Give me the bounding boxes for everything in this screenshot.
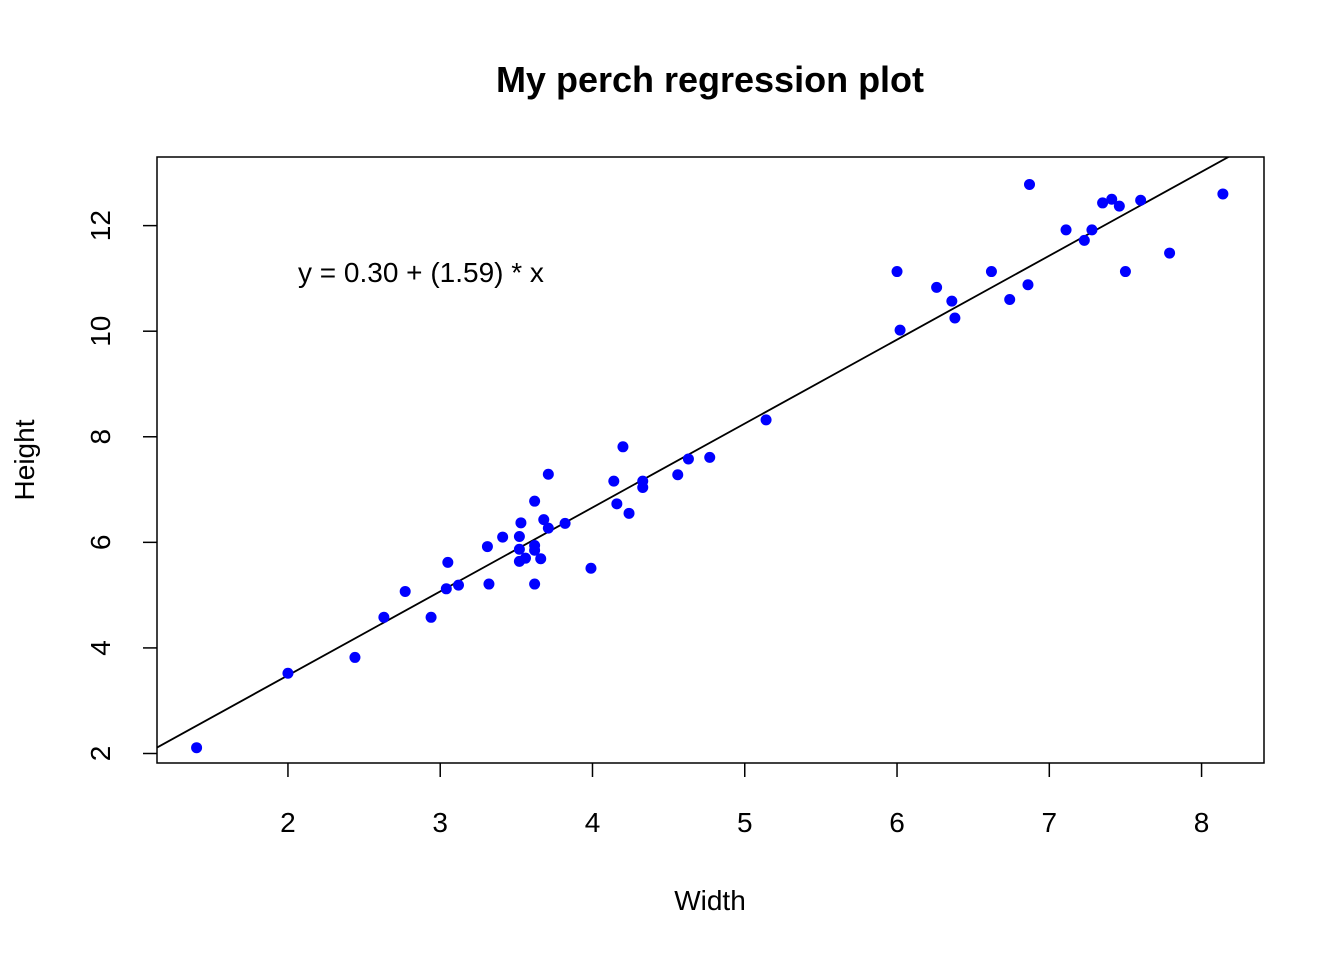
data-point [704, 451, 716, 463]
regression-equation: y = 0.30 + (1.59) * x [298, 257, 544, 288]
data-point [442, 556, 454, 568]
x-axis-label: Width [674, 885, 746, 916]
data-point [1164, 247, 1176, 259]
data-point [1097, 197, 1109, 209]
y-tick-label: 12 [85, 210, 116, 241]
data-point [515, 517, 527, 529]
data-point [481, 541, 493, 553]
data-point [891, 266, 903, 278]
data-point [513, 543, 525, 555]
x-tick-label: 4 [585, 807, 601, 838]
data-point [1217, 188, 1229, 200]
data-point [452, 579, 464, 591]
y-tick-label: 4 [85, 640, 116, 656]
data-point [1004, 294, 1016, 306]
data-point [1119, 266, 1131, 278]
data-point [378, 611, 390, 623]
x-tick-label: 6 [889, 807, 905, 838]
data-point [519, 552, 531, 564]
data-point [1106, 193, 1118, 205]
x-tick-label: 2 [280, 807, 296, 838]
data-point [637, 475, 649, 487]
data-point [191, 742, 203, 754]
data-point [672, 469, 684, 481]
data-point [1135, 194, 1147, 206]
data-point [1022, 279, 1034, 291]
x-tick-label: 5 [737, 807, 753, 838]
data-point [529, 495, 541, 507]
data-point [535, 553, 547, 565]
chart-title: My perch regression plot [496, 59, 924, 100]
y-tick-label: 8 [85, 429, 116, 445]
y-tick-label: 6 [85, 535, 116, 551]
data-point [894, 324, 906, 336]
data-point [946, 295, 958, 307]
data-point [542, 468, 554, 480]
plot-layer: 2 3 4 5 6 7 8 2 4 6 8 10 12 [85, 157, 1231, 838]
data-point [542, 522, 554, 534]
data-point [1024, 178, 1036, 190]
data-point [585, 562, 597, 574]
data-point [608, 475, 620, 487]
x-tick-label: 8 [1194, 807, 1210, 838]
data-point [282, 667, 294, 679]
plot-frame [156, 156, 1265, 764]
data-point [425, 611, 437, 623]
x-tick-label: 7 [1042, 807, 1058, 838]
data-point [931, 281, 943, 293]
data-point [985, 266, 997, 278]
data-point [440, 583, 452, 595]
data-point [1078, 234, 1090, 246]
data-point [529, 540, 541, 552]
data-point [682, 453, 694, 465]
data-point [1086, 224, 1098, 236]
data-point [513, 531, 525, 543]
data-point [617, 441, 629, 453]
data-point [1060, 224, 1072, 236]
data-point [529, 578, 541, 590]
y-axis-label: Height [9, 419, 40, 500]
data-point [559, 517, 571, 529]
data-point [538, 514, 550, 526]
data-point [497, 531, 509, 543]
x-tick-label: 3 [432, 807, 448, 838]
data-point [760, 414, 772, 426]
data-point [1113, 200, 1125, 212]
data-point [483, 578, 495, 590]
data-point [349, 651, 361, 663]
data-point [949, 312, 961, 324]
regression-line [157, 157, 1231, 749]
data-point [399, 585, 411, 597]
data-point [611, 498, 623, 510]
y-tick-label: 2 [85, 746, 116, 762]
data-point [623, 507, 635, 519]
y-tick-label: 10 [85, 316, 116, 347]
